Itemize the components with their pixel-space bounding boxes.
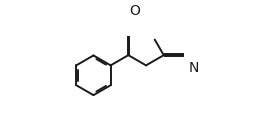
Text: O: O: [129, 4, 140, 18]
Text: N: N: [188, 61, 198, 75]
